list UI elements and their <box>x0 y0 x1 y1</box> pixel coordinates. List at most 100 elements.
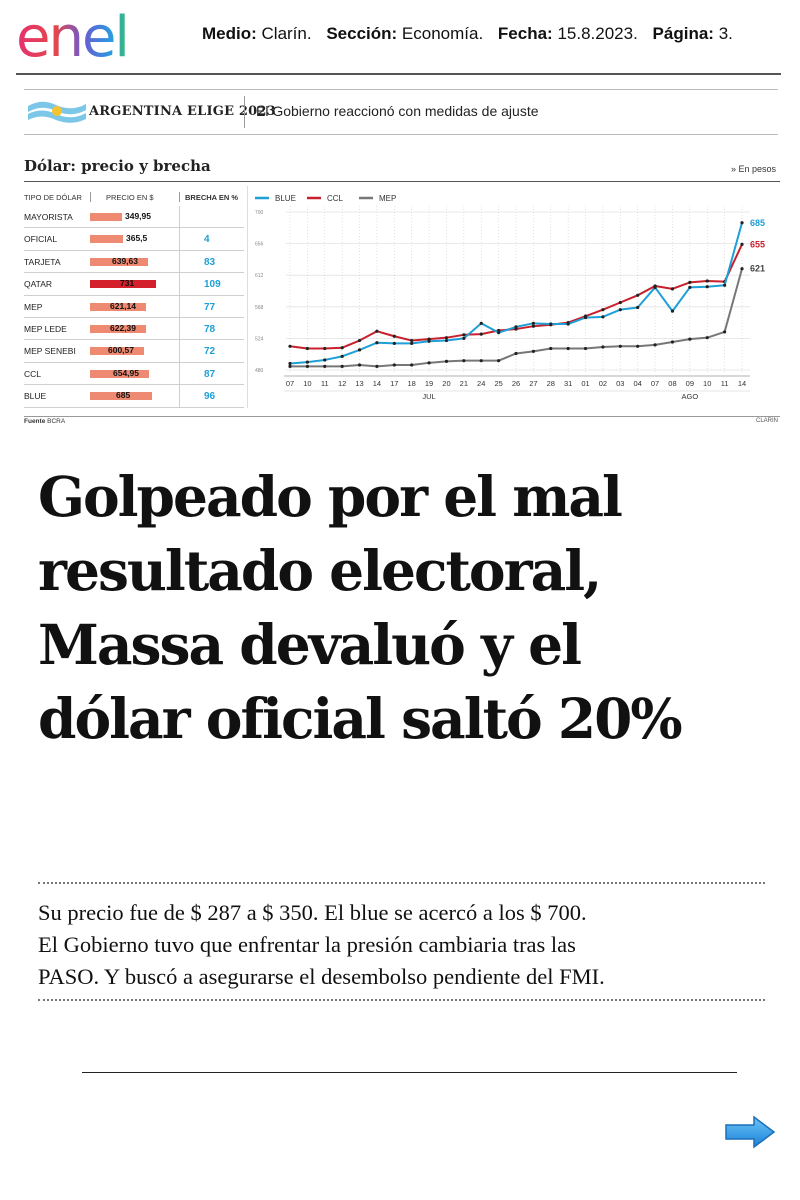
price-value: 731 <box>120 278 135 289</box>
x-tick-label: 03 <box>616 379 624 388</box>
x-tick-label: 07 <box>286 379 294 388</box>
x-tick-label: 27 <box>529 379 537 388</box>
data-point <box>549 322 553 326</box>
col-header-price: PRECIO EN $ <box>106 193 154 202</box>
data-point <box>392 341 396 346</box>
price-value: 600,57 <box>108 345 134 356</box>
x-tick-label: 21 <box>460 379 468 388</box>
footer-rule <box>82 1072 737 1073</box>
price-row: CCL 654,95 87 <box>24 362 244 386</box>
legend-label: CCL <box>327 194 344 203</box>
x-tick-label: 12 <box>338 379 346 388</box>
x-tick-label: 19 <box>425 379 433 388</box>
price-bar <box>90 235 123 244</box>
data-point <box>636 305 640 310</box>
price-row: MEP SENEBI 600,57 72 <box>24 340 244 363</box>
price-row: MAYORISTA 349,95 <box>24 206 244 229</box>
data-point <box>514 351 518 356</box>
price-bar <box>90 280 156 289</box>
data-point <box>305 346 309 351</box>
data-point <box>601 345 605 349</box>
data-point <box>740 267 744 271</box>
deck-top-rule <box>38 882 765 884</box>
x-tick-label: 11 <box>321 379 329 388</box>
dollar-type-label: BLUE <box>24 391 47 402</box>
dollar-type-label: CCL <box>24 368 42 379</box>
data-point <box>444 338 449 343</box>
infographic-title: Dólar: precio y brecha <box>24 157 211 175</box>
gap-value: 109 <box>204 279 221 291</box>
source-value: BCRA <box>47 418 66 425</box>
x-tick-label: 10 <box>703 379 711 388</box>
data-point <box>462 336 466 340</box>
gap-value: 83 <box>204 256 216 268</box>
price-row: MEP 621,14 77 <box>24 295 244 318</box>
data-point <box>427 361 431 365</box>
data-point <box>531 321 535 325</box>
infographic-bottom-rule <box>24 416 780 417</box>
y-tick-label: 524 <box>255 336 264 342</box>
data-point <box>323 364 327 369</box>
data-point <box>723 330 727 334</box>
data-point <box>392 363 396 367</box>
price-bar <box>90 324 146 333</box>
seccion-value: Economía. <box>401 24 484 43</box>
price-table-header: TIPO DE DÓLAR PRECIO EN $ BRECHA EN % <box>24 186 244 206</box>
col-divider <box>179 362 180 385</box>
gap-value: 4 <box>204 234 210 246</box>
price-value: 349,95 <box>125 211 151 221</box>
price-value: 654,95 <box>113 367 139 378</box>
banner-divider <box>244 96 245 128</box>
data-point <box>653 343 657 347</box>
gap-value: 77 <box>204 301 216 313</box>
data-point <box>740 242 744 246</box>
data-point <box>444 359 449 363</box>
col-divider <box>179 192 180 202</box>
month-label: JUL <box>422 392 435 401</box>
data-point <box>531 349 535 353</box>
data-point <box>740 221 744 225</box>
x-tick-label: 04 <box>634 379 642 388</box>
col-divider <box>90 192 91 202</box>
col-divider <box>179 295 180 317</box>
dollar-type-label: TARJETA <box>24 256 61 267</box>
col-header-type: TIPO DE DÓLAR <box>24 193 82 202</box>
col-divider <box>179 385 180 407</box>
end-value-label: 655 <box>750 239 765 249</box>
medio-label: Medio: <box>202 24 257 43</box>
svg-text:enel: enel <box>16 6 128 64</box>
x-tick-label: 02 <box>599 379 607 388</box>
x-tick-label: 09 <box>686 379 694 388</box>
y-tick-label: 656 <box>255 242 264 248</box>
data-point <box>305 360 309 364</box>
y-tick-label: 612 <box>255 273 264 279</box>
data-point <box>323 358 327 362</box>
data-point <box>410 363 414 367</box>
data-point <box>514 325 518 329</box>
clipping-meta: Medio: Clarín. Sección: Economía. Fecha:… <box>202 24 733 44</box>
headline-line: dólar oficial saltó 20% <box>38 686 683 751</box>
end-value-label: 685 <box>750 218 765 228</box>
dollar-type-label: OFICIAL <box>24 234 58 245</box>
data-point <box>497 331 501 335</box>
arrow-right-icon[interactable] <box>724 1115 776 1149</box>
price-value: 639,63 <box>112 255 138 266</box>
data-point <box>583 346 588 351</box>
col-divider <box>179 273 180 295</box>
headline-line: Golpeado por el mal <box>38 464 623 529</box>
data-point <box>375 364 379 369</box>
clipping-header: enel Medio: Clarín. Sección: Economía. F… <box>0 0 800 75</box>
dollar-type-label: MEP SENEBI <box>24 346 76 357</box>
data-point <box>705 285 709 289</box>
data-point <box>653 285 657 290</box>
data-point <box>583 315 588 320</box>
dollar-type-label: MEP LEDE <box>24 323 67 334</box>
gap-value: 72 <box>204 346 216 358</box>
price-row: QATAR 731 109 <box>24 273 244 296</box>
data-point <box>392 334 396 338</box>
gap-value: 96 <box>204 391 216 403</box>
x-tick-label: 07 <box>651 379 659 388</box>
price-table: TIPO DE DÓLAR PRECIO EN $ BRECHA EN % MA… <box>24 186 244 408</box>
col-divider <box>179 340 180 362</box>
data-point <box>705 279 709 283</box>
